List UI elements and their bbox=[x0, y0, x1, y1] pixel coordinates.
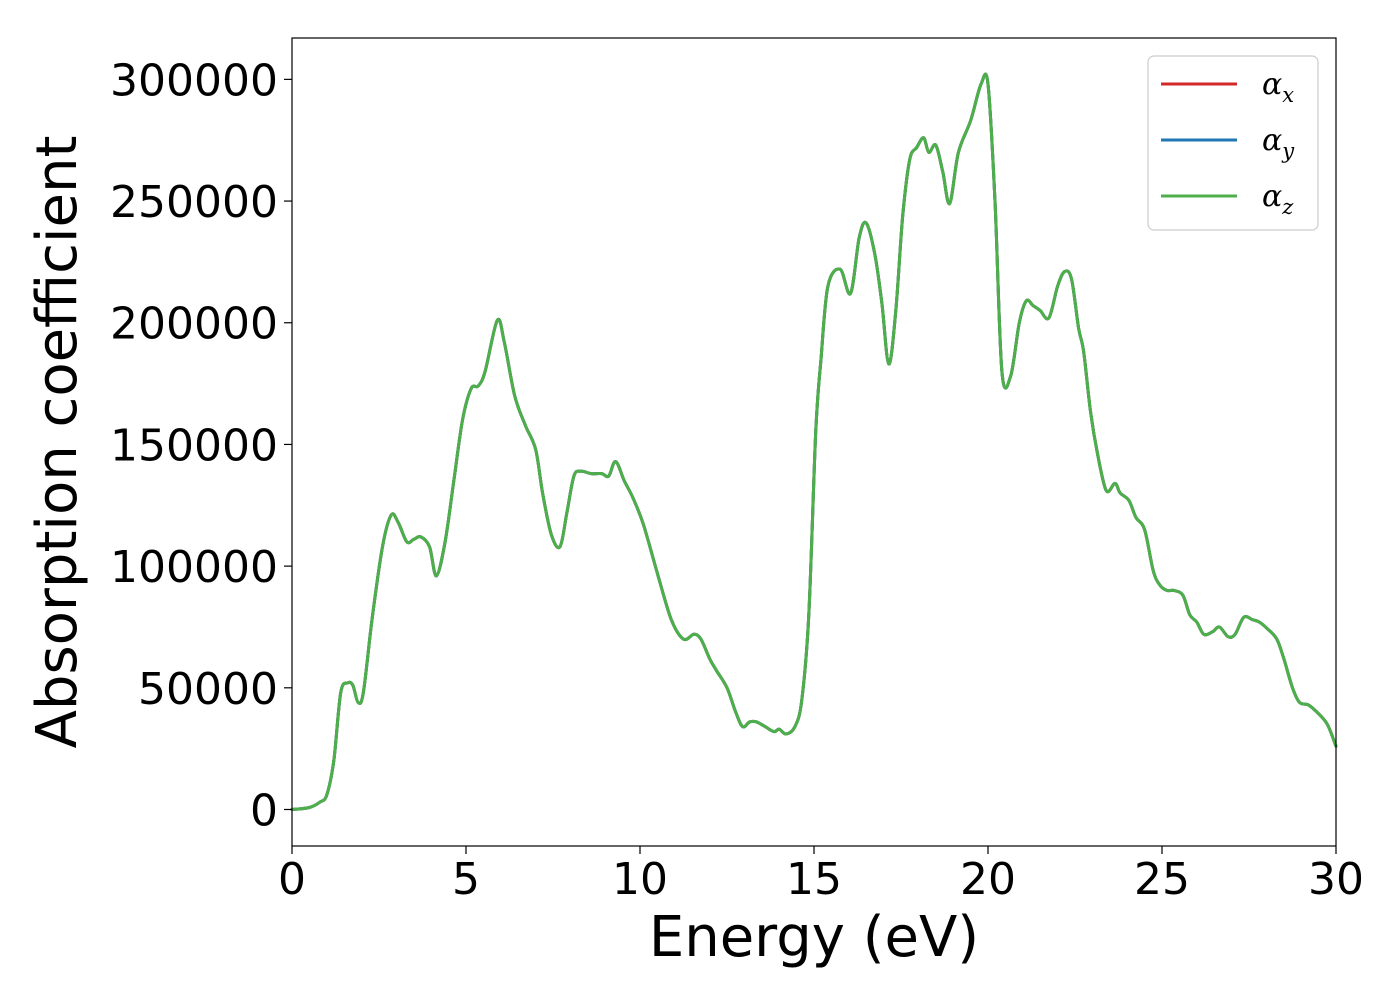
legend-label-x: αx bbox=[1262, 67, 1294, 107]
legend: αx αy αz bbox=[1147, 55, 1319, 231]
y-tick-label: 100000 bbox=[110, 542, 278, 593]
y-tick-label: 150000 bbox=[110, 420, 278, 471]
series-line-z bbox=[290, 72, 1338, 811]
x-tick-label: 30 bbox=[1308, 854, 1364, 905]
x-tick-label: 20 bbox=[960, 854, 1016, 905]
y-axis-title: Absorption coefficient bbox=[25, 136, 90, 749]
x-tick-label: 10 bbox=[612, 854, 668, 905]
x-tick-label: 15 bbox=[786, 854, 842, 905]
y-tick-label: 200000 bbox=[110, 299, 278, 350]
series-layer bbox=[290, 72, 1338, 811]
y-tick-label: 300000 bbox=[110, 55, 278, 106]
x-tick-label: 5 bbox=[452, 854, 480, 905]
y-tick-label: 50000 bbox=[138, 664, 278, 715]
legend-label-y: αy bbox=[1262, 123, 1295, 163]
x-tick-label: 0 bbox=[278, 854, 306, 905]
y-tick-label: 0 bbox=[250, 785, 278, 836]
y-axis: 0 50000 100000 150000 200000 250000 300000 bbox=[110, 55, 292, 836]
y-tick-label: 250000 bbox=[110, 177, 278, 228]
legend-label-z: αz bbox=[1262, 179, 1294, 219]
legend-box bbox=[1147, 55, 1319, 231]
x-axis-title: Energy (eV) bbox=[649, 905, 979, 970]
x-axis: 0 5 10 15 20 25 30 bbox=[278, 846, 1364, 905]
x-tick-label: 25 bbox=[1134, 854, 1190, 905]
